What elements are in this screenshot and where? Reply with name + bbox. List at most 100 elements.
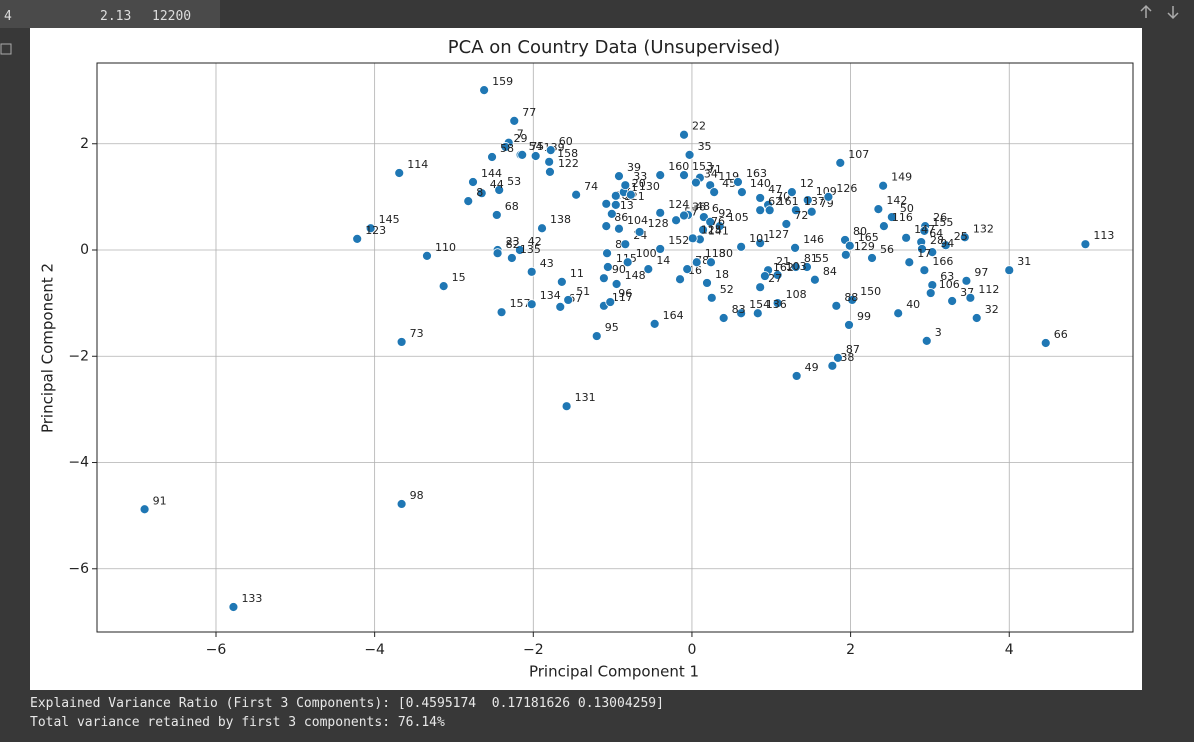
point-label: 99 xyxy=(857,310,871,323)
x-tick-label: −4 xyxy=(364,642,385,658)
point xyxy=(736,308,747,319)
point xyxy=(919,265,930,276)
point xyxy=(921,335,932,346)
point-label: 80 xyxy=(853,225,867,238)
point-label: 150 xyxy=(860,285,881,298)
point-label: 105 xyxy=(728,211,749,224)
point xyxy=(610,199,621,210)
point-label: 55 xyxy=(815,252,829,265)
point-label: 166 xyxy=(932,255,953,268)
move-up[interactable] xyxy=(1140,4,1152,18)
point xyxy=(606,208,617,219)
point xyxy=(755,193,766,203)
point xyxy=(886,212,897,222)
point xyxy=(530,151,541,161)
x-tick-label: 2 xyxy=(846,642,855,658)
point xyxy=(833,352,843,363)
point-label: 133 xyxy=(241,592,262,605)
point xyxy=(649,318,660,329)
cell: 12200 xyxy=(152,9,192,24)
point xyxy=(831,300,842,311)
point-label: 7 xyxy=(517,128,524,141)
point xyxy=(755,205,766,216)
point xyxy=(620,180,631,191)
point-label: 134 xyxy=(540,289,561,302)
point-label: 87 xyxy=(846,343,860,356)
point xyxy=(940,240,951,251)
point xyxy=(622,257,633,268)
point xyxy=(679,129,689,140)
point xyxy=(479,85,490,95)
point xyxy=(879,221,889,232)
point-label: 62 xyxy=(768,195,782,208)
point xyxy=(919,225,930,236)
point xyxy=(601,221,612,232)
point-label: 96 xyxy=(618,287,632,300)
point-label: 63 xyxy=(940,270,954,283)
point xyxy=(555,301,566,312)
point xyxy=(545,167,555,177)
point xyxy=(675,274,685,285)
point xyxy=(228,602,239,612)
point-label: 100 xyxy=(636,247,657,260)
point-label: 21 xyxy=(776,255,790,268)
point xyxy=(517,150,528,160)
point xyxy=(684,150,695,160)
point-label: 145 xyxy=(379,213,400,226)
point xyxy=(691,177,701,188)
point xyxy=(705,216,716,227)
point-label: 36 xyxy=(692,200,706,213)
point-label: 103 xyxy=(786,260,807,273)
point xyxy=(496,307,507,318)
point-label: 3 xyxy=(935,326,942,339)
point-label: 107 xyxy=(848,148,869,161)
point xyxy=(571,189,582,200)
point xyxy=(802,195,813,205)
point xyxy=(545,145,556,156)
y-tick-label: −6 xyxy=(68,561,89,577)
point xyxy=(844,240,855,251)
point xyxy=(844,320,854,330)
point xyxy=(867,253,877,263)
cell-output: Explained Variance Ratio (First 3 Compon… xyxy=(30,694,664,732)
point xyxy=(772,270,783,280)
point xyxy=(526,299,537,310)
point xyxy=(755,282,766,293)
point-label: 116 xyxy=(892,211,913,224)
point xyxy=(1040,338,1051,348)
point xyxy=(827,360,838,371)
point-label: 77 xyxy=(522,106,536,119)
point xyxy=(691,257,702,268)
point-label: 64 xyxy=(929,227,943,240)
y-tick-label: 2 xyxy=(80,136,89,152)
point xyxy=(396,337,407,347)
point xyxy=(959,232,970,243)
point xyxy=(764,205,775,216)
point xyxy=(491,210,502,220)
gutter-icon[interactable] xyxy=(0,40,14,60)
point-label: 26 xyxy=(933,211,947,224)
point xyxy=(790,242,800,253)
point-label: 158 xyxy=(557,147,578,160)
point-label: 27 xyxy=(768,272,782,285)
point-label: 104 xyxy=(627,214,648,227)
point-label: 149 xyxy=(891,171,912,184)
chart: PCA on Country Data (Unsupervised) Princ… xyxy=(30,28,1142,690)
point xyxy=(847,295,858,305)
point-label: 154 xyxy=(749,298,770,311)
point xyxy=(509,116,520,126)
point xyxy=(468,177,478,187)
cell: 4 xyxy=(4,9,12,24)
point xyxy=(620,239,631,250)
point xyxy=(598,273,609,284)
point-label: 75 xyxy=(530,140,544,153)
move-down[interactable] xyxy=(1167,6,1179,20)
point xyxy=(492,248,503,259)
point xyxy=(706,292,717,303)
x-tick-label: 4 xyxy=(1005,642,1014,658)
point-label: 68 xyxy=(505,200,519,213)
point xyxy=(786,187,797,198)
point-label: 146 xyxy=(803,233,824,246)
point-label: 43 xyxy=(540,257,554,270)
